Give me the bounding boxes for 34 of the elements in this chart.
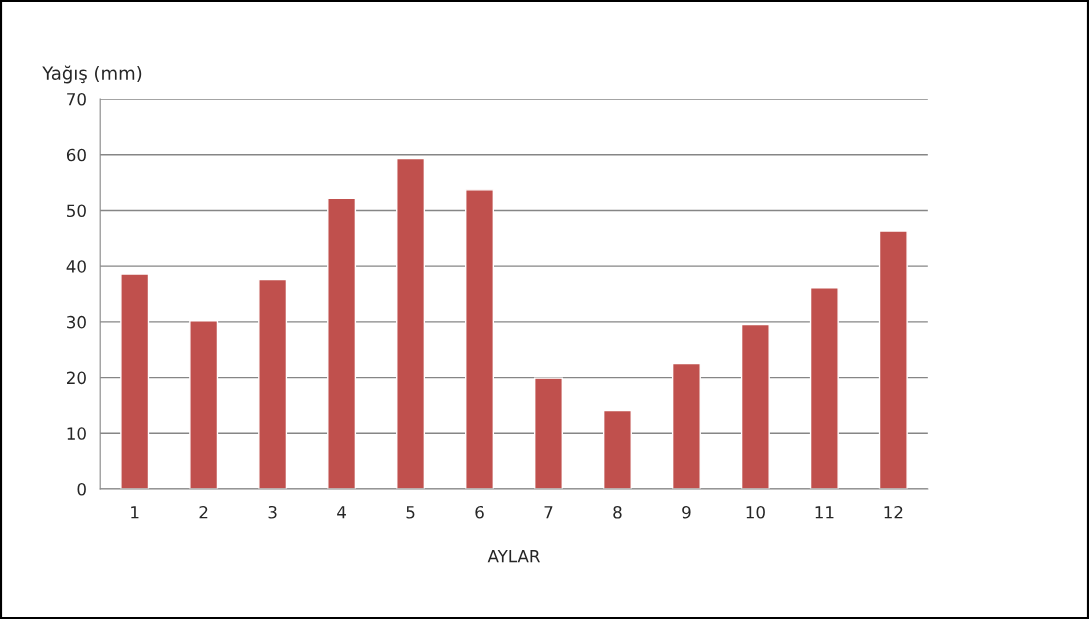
bar [396,157,426,490]
y-tick-label: 70 [67,93,86,106]
bar [809,287,839,490]
bar [258,278,288,490]
y-tick-label: 40 [66,260,86,273]
x-tick-label: 3 [268,505,277,519]
x-tick-label: 4 [337,506,346,519]
x-tick-label: 12 [884,505,903,519]
bar [740,323,770,490]
x-tick-label: 6 [475,505,484,519]
x-tick-label: 10 [746,505,765,519]
bar [327,197,357,490]
bar [671,362,701,490]
bar [878,230,908,490]
y-tick-label: 20 [67,371,86,385]
bar [189,320,219,490]
x-tick-label: 2 [199,505,208,519]
y-tick-label: 30 [67,315,86,329]
y-tick-label: 50 [67,204,86,218]
x-tick-label: 5 [406,506,415,519]
bar [534,377,563,490]
x-tick-label: 1 [131,506,139,519]
bar [465,189,495,490]
x-tick-label: 7 [544,506,553,519]
x-axis-title: AYLAR [487,550,540,563]
bar [120,273,150,490]
x-tick-label: 9 [682,505,691,519]
y-tick-label: 10 [67,427,86,440]
y-tick-label: 60 [66,148,86,162]
y-tick-label: 0 [77,482,86,496]
y-axis-title: Yağış (mm) [42,65,142,84]
bar [602,409,632,490]
x-tick-label: 11 [815,506,834,519]
x-tick-label: 8 [613,505,622,519]
